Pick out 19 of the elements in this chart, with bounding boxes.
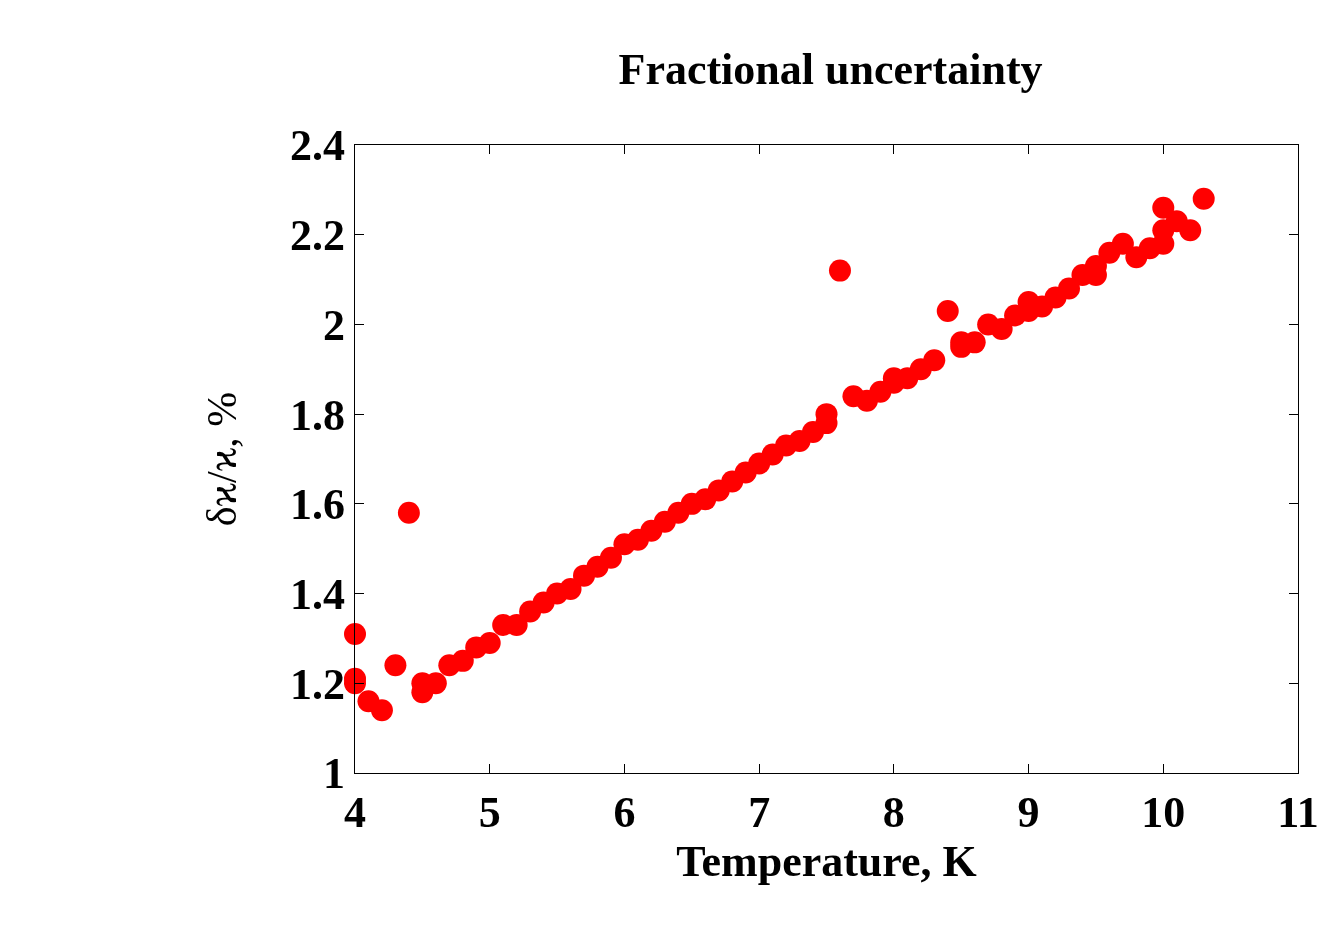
y-tick-label: 2.4 <box>290 121 346 171</box>
y-tick-label: 1.6 <box>290 480 346 530</box>
y-tick-label: 2 <box>323 300 346 350</box>
x-tick-label: 7 <box>748 787 771 837</box>
y-tick-label: 1.8 <box>290 390 346 440</box>
y-tick-label: 1.4 <box>290 569 346 619</box>
x-tick-label: 11 <box>1277 787 1319 837</box>
y-tick-label: 1.2 <box>290 659 346 709</box>
x-tick-label: 8 <box>882 787 905 837</box>
x-tick-label: 6 <box>613 787 636 837</box>
x-tick-label: 4 <box>344 787 366 837</box>
x-tick-label: 10 <box>1141 787 1186 837</box>
y-tick-label: 1 <box>323 749 346 799</box>
x-tick-label: 5 <box>478 787 501 837</box>
x-axis-title: Temperature, K <box>676 836 977 886</box>
y-axis-title: δϰ/ϰ, % <box>198 391 245 527</box>
chart-title: Fractional uncertainty <box>618 44 1043 94</box>
y-tick-label: 2.2 <box>290 211 346 261</box>
x-tick-label: 9 <box>1017 787 1040 837</box>
